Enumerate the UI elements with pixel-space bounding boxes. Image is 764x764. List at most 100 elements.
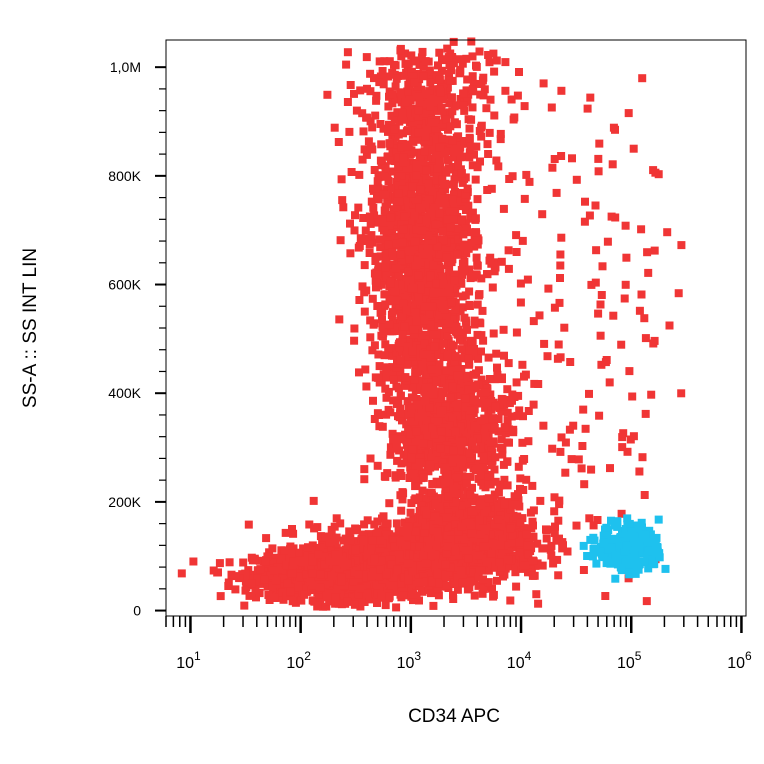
data-point [479, 575, 487, 584]
data-point [490, 490, 499, 499]
data-point [476, 399, 485, 408]
data-point [331, 557, 340, 566]
data-point [489, 414, 497, 423]
data-point [446, 393, 455, 402]
data-point [367, 572, 376, 581]
data-point [394, 526, 403, 535]
data-point [406, 417, 415, 426]
data-point [426, 552, 435, 561]
data-point [430, 405, 439, 414]
data-point [462, 525, 471, 534]
data-point [448, 416, 457, 424]
data-point [427, 396, 436, 405]
data-point [422, 510, 431, 519]
data-point [446, 535, 455, 544]
data-point [356, 584, 365, 593]
data-point [453, 365, 462, 374]
data-point [519, 556, 528, 565]
data-point [415, 434, 424, 443]
data-point [450, 503, 459, 511]
data-point [476, 443, 485, 452]
data-point [449, 466, 458, 475]
data-point [471, 466, 480, 475]
data-point [486, 375, 494, 383]
data-point [309, 496, 318, 505]
data-point [407, 499, 416, 508]
data-point [464, 540, 473, 549]
data-point [512, 231, 521, 240]
data-point [264, 591, 273, 599]
data-point [409, 393, 418, 402]
data-point [494, 488, 503, 497]
data-point [268, 553, 277, 562]
data-point [524, 568, 532, 577]
data-point [334, 599, 343, 608]
data-point [509, 428, 518, 437]
data-point [395, 347, 404, 356]
data-point [403, 237, 412, 246]
data-point [492, 349, 501, 358]
data-point [367, 543, 376, 552]
data-point [359, 214, 368, 222]
data-point [350, 595, 358, 604]
data-point [375, 362, 384, 371]
data-point [559, 541, 567, 550]
data-point [400, 573, 409, 582]
data-point [478, 589, 487, 598]
data-point [354, 203, 363, 212]
data-point [378, 307, 387, 316]
data-point [392, 400, 401, 408]
data-point [376, 252, 385, 261]
data-point [482, 565, 491, 574]
data-point [300, 590, 309, 599]
data-point [504, 555, 513, 564]
data-point [280, 546, 289, 555]
data-point [490, 375, 499, 384]
data-point [325, 578, 334, 587]
data-point [509, 511, 518, 520]
data-point [467, 511, 476, 520]
data-point [381, 472, 390, 481]
data-point [374, 350, 383, 359]
data-point [303, 584, 312, 593]
data-point [374, 184, 383, 193]
data-point [438, 389, 447, 397]
data-point [319, 602, 327, 611]
data-point [501, 514, 510, 523]
data-point [474, 573, 483, 582]
data-point [281, 528, 290, 537]
data-point [467, 521, 476, 530]
data-point [398, 495, 407, 504]
data-point [314, 590, 323, 599]
data-point [408, 580, 417, 589]
data-point [358, 530, 367, 539]
data-point [391, 82, 400, 91]
data-point [360, 307, 369, 316]
data-point [241, 586, 250, 595]
data-point [382, 570, 391, 579]
data-point [512, 378, 521, 387]
data-point [389, 573, 398, 582]
data-point [404, 425, 413, 434]
data-point [431, 564, 440, 573]
data-point [387, 555, 396, 564]
data-point [389, 536, 398, 545]
data-point [344, 549, 353, 558]
data-point [490, 520, 499, 529]
data-point [427, 454, 436, 462]
data-point [495, 530, 504, 539]
data-point [503, 416, 512, 425]
data-point [451, 547, 460, 555]
data-point [343, 597, 352, 606]
data-point [428, 448, 437, 457]
data-point [498, 395, 507, 404]
data-point [308, 581, 317, 590]
data-point [448, 438, 457, 447]
data-point [304, 543, 312, 552]
data-point [442, 366, 451, 375]
data-point [332, 514, 341, 523]
data-point [392, 440, 401, 448]
data-point [403, 397, 412, 406]
data-point [404, 559, 412, 568]
data-point [413, 521, 422, 530]
